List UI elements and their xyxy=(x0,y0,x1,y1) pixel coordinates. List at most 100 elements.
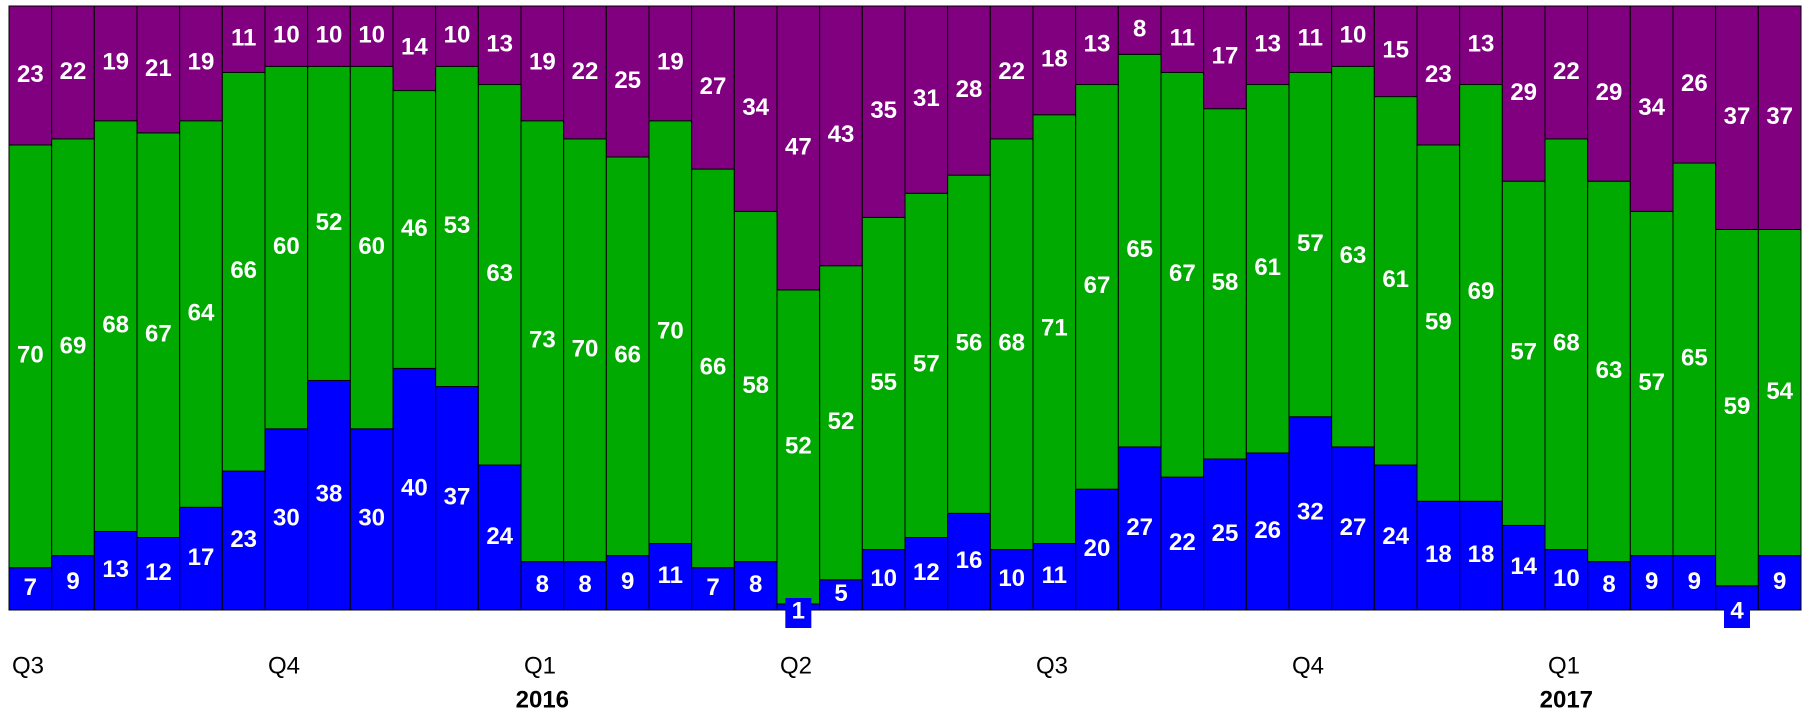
year-label: 2017 xyxy=(1540,686,1593,713)
value-label: 37 xyxy=(444,484,471,511)
value-label: 61 xyxy=(1254,254,1281,281)
value-label: 11 xyxy=(1042,562,1067,589)
bar-segment xyxy=(1757,5,1802,230)
bar-segment xyxy=(1544,549,1589,611)
bar-segment xyxy=(733,5,778,212)
value-label: 22 xyxy=(60,58,87,85)
value-label: 63 xyxy=(1596,357,1623,384)
bar-segment xyxy=(1416,5,1461,146)
bar-segment xyxy=(221,470,266,611)
value-label: 8 xyxy=(749,571,762,598)
bar-segment xyxy=(1672,162,1717,557)
value-label: 28 xyxy=(956,76,983,103)
bar-segment xyxy=(861,5,906,218)
bar-segment xyxy=(307,65,351,381)
value-label: 26 xyxy=(1681,70,1708,97)
value-label: 34 xyxy=(742,94,769,121)
value-label: 10 xyxy=(444,22,471,49)
bar-segment xyxy=(51,138,95,557)
value-label: 70 xyxy=(572,336,599,363)
value-label: 23 xyxy=(1425,61,1452,88)
bar-segment xyxy=(1501,5,1546,182)
bar-segment xyxy=(563,138,607,563)
value-label: 23 xyxy=(17,61,44,88)
value-label: 54 xyxy=(1766,378,1793,405)
bar-segment xyxy=(477,464,522,611)
value-label: 9 xyxy=(1645,568,1658,595)
value-label: 67 xyxy=(145,321,172,348)
bar-segment xyxy=(1117,446,1162,611)
value-label: 19 xyxy=(529,49,556,76)
value-label: 29 xyxy=(1510,79,1537,106)
value-label: 7 xyxy=(24,574,37,601)
bar-segment xyxy=(947,5,991,176)
value-label: 11 xyxy=(231,25,256,52)
value-label: 60 xyxy=(358,233,385,260)
bar-segment xyxy=(8,567,53,611)
value-label: 27 xyxy=(1126,514,1153,541)
value-label: 65 xyxy=(1681,345,1708,372)
x-tick-label: Q3 xyxy=(12,652,44,679)
value-label: 43 xyxy=(828,121,855,148)
bar-segment xyxy=(1075,5,1119,86)
value-label: 30 xyxy=(273,505,300,532)
value-label: 40 xyxy=(401,475,428,502)
bar-segment xyxy=(1629,555,1674,611)
bar-segment xyxy=(136,537,181,611)
bar-segment xyxy=(648,5,693,122)
value-label: 56 xyxy=(956,330,983,357)
value-label: 9 xyxy=(621,568,634,595)
value-label: 68 xyxy=(998,330,1025,357)
bar-segment xyxy=(264,428,309,611)
value-label: 25 xyxy=(1212,520,1239,547)
bar-segment xyxy=(563,5,607,140)
value-label: 46 xyxy=(401,215,428,242)
value-label: 10 xyxy=(358,22,385,49)
bar-segment xyxy=(1373,96,1418,466)
value-label: 61 xyxy=(1382,266,1409,293)
value-label: 21 xyxy=(145,55,172,82)
value-label: 9 xyxy=(66,568,79,595)
bar-segment xyxy=(264,5,309,67)
bar-segment xyxy=(989,5,1034,140)
value-label: 13 xyxy=(1254,31,1281,58)
value-label: 27 xyxy=(1340,514,1367,541)
value-label: 29 xyxy=(1596,79,1623,106)
bar-segment xyxy=(1715,5,1759,230)
x-tick-label: Q2 xyxy=(780,652,812,679)
value-label: 70 xyxy=(657,318,684,345)
value-label: 7 xyxy=(706,574,719,601)
label-box xyxy=(785,598,812,628)
value-label: 58 xyxy=(742,372,769,399)
value-label: 15 xyxy=(1382,37,1409,64)
value-label: 65 xyxy=(1126,236,1153,263)
bar-segment xyxy=(179,506,223,611)
value-label: 60 xyxy=(273,233,300,260)
value-label: 13 xyxy=(102,556,129,583)
bar-segment xyxy=(264,65,309,430)
value-label: 67 xyxy=(1084,272,1111,299)
bar-segment xyxy=(51,5,95,140)
value-label: 1 xyxy=(792,597,805,624)
value-label: 66 xyxy=(700,354,727,381)
value-label: 63 xyxy=(1340,242,1367,269)
value-label: 59 xyxy=(1724,393,1751,420)
value-label: 4 xyxy=(1730,597,1744,624)
bar-segment xyxy=(1245,452,1290,611)
value-label: 8 xyxy=(1602,571,1615,598)
value-label: 57 xyxy=(913,351,940,378)
value-label: 34 xyxy=(1638,94,1665,121)
value-label: 64 xyxy=(188,299,215,326)
value-label: 8 xyxy=(578,571,591,598)
value-label: 31 xyxy=(913,85,940,112)
bar-segment xyxy=(904,192,949,539)
x-tick-label: Q4 xyxy=(268,652,300,679)
value-label: 20 xyxy=(1084,535,1111,562)
bar-segment xyxy=(1416,500,1461,611)
value-label: 24 xyxy=(486,523,513,550)
value-label: 66 xyxy=(614,342,641,369)
value-label: 10 xyxy=(870,565,897,592)
value-label: 70 xyxy=(17,342,44,369)
bar-segment xyxy=(691,5,735,170)
